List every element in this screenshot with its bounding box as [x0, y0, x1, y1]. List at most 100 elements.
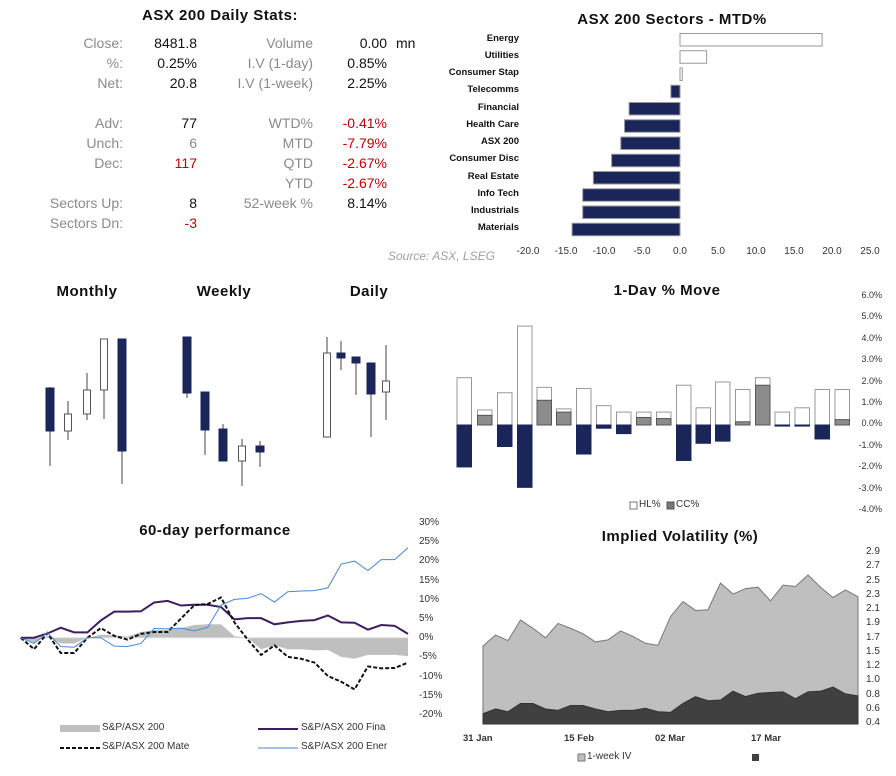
cc-bar	[774, 424, 790, 427]
sector-x-tick: -15.0	[554, 246, 578, 257]
iv-y-tick: 0.6	[866, 702, 880, 714]
cc-bar	[517, 424, 533, 488]
candle-down	[351, 356, 361, 364]
move-y-tick: 6.0%	[861, 290, 882, 300]
move-y-tick: 4.0%	[861, 332, 882, 343]
stat-label: Adv:	[94, 115, 123, 131]
stat-unit: mn	[396, 35, 416, 51]
perf-y-tick: 15%	[419, 574, 440, 586]
stat-value: 0.00	[359, 35, 387, 51]
stat-label: QTD	[283, 155, 313, 171]
hl-bar	[774, 411, 790, 426]
performance-chart-title: 60-day performance	[139, 522, 291, 539]
candle-up	[83, 389, 91, 415]
cc-bar	[755, 384, 771, 426]
hl-bar	[676, 384, 692, 426]
iv-x-tick: 17 Mar	[751, 733, 782, 744]
sector-label: Materials	[477, 222, 519, 234]
sector-x-tick: 0.0	[673, 246, 687, 257]
cc-bar	[636, 416, 652, 426]
move-y-tick: -2.0%	[858, 461, 882, 472]
candle-down	[182, 336, 192, 394]
candle-up	[323, 352, 331, 438]
iv-y-tick: 2.9	[866, 546, 880, 557]
move-y-tick: 0.0%	[861, 418, 882, 429]
sector-x-tick: 5.0	[711, 246, 725, 257]
hl-bar	[497, 392, 513, 426]
cc-bar	[497, 424, 513, 447]
sector-x-tick: 25.0	[860, 246, 880, 257]
stat-value: 2.25%	[347, 75, 387, 91]
sector-x-tick: 20.0	[822, 246, 842, 257]
stat-label: I.V (1-week)	[237, 75, 313, 91]
legend-swatch-1week	[577, 753, 586, 762]
perf-y-tick: -20%	[419, 709, 443, 720]
stat-value: 20.8	[169, 75, 197, 91]
series-line-financials	[20, 599, 409, 639]
sector-bar	[679, 67, 683, 81]
sector-bar	[670, 84, 681, 99]
cc-bar	[456, 424, 472, 468]
stat-label: Volume	[266, 35, 313, 51]
candle-down	[200, 391, 210, 431]
stat-label: Sectors Up:	[49, 195, 123, 211]
sector-label: Consumer Stap	[448, 67, 519, 78]
sector-bar	[611, 153, 681, 168]
stat-label: Net:	[97, 75, 123, 91]
hl-bar	[517, 325, 533, 426]
stat-label: Close:	[83, 35, 123, 51]
candle-down	[218, 428, 228, 462]
sector-label: Health Care	[466, 118, 519, 130]
move-y-tick: -3.0%	[858, 482, 882, 493]
iv-y-tick: 1.7	[866, 631, 880, 643]
one-day-move-title: 1-Day % Move	[613, 282, 721, 299]
stat-label: MTD	[282, 135, 313, 151]
cc-bar	[536, 399, 552, 426]
perf-y-tick: 25%	[419, 536, 440, 548]
daily-chart-title: Daily	[349, 283, 389, 300]
legend-label-mate: S&P/ASX 200 Mate	[102, 741, 190, 752]
stat-value: -2.67%	[342, 155, 387, 171]
cc-bar	[656, 418, 672, 426]
cc-bar	[735, 421, 751, 426]
sector-bar	[628, 102, 681, 116]
sector-bar	[620, 136, 681, 150]
move-y-tick: 2.0%	[861, 375, 882, 386]
cc-bar	[814, 424, 830, 440]
legend-swatch-cc	[666, 501, 675, 510]
candle-down	[117, 338, 127, 452]
sector-label: Financial	[477, 101, 519, 113]
iv-x-tick: 31 Jan	[463, 733, 493, 744]
cc-bar	[834, 419, 850, 426]
hl-bar	[596, 405, 612, 426]
sector-x-tick: -20.0	[516, 246, 540, 257]
sector-bar	[582, 205, 681, 219]
hl-bar	[576, 387, 592, 426]
perf-y-tick: -5%	[419, 651, 437, 663]
move-y-tick: 3.0%	[861, 354, 882, 365]
move-y-tick: 5.0%	[861, 311, 882, 322]
sector-bar	[582, 188, 681, 202]
stat-value: 77	[181, 115, 197, 131]
stat-label: %:	[106, 55, 123, 71]
candle-up	[64, 413, 72, 432]
perf-y-tick: 5%	[419, 613, 434, 624]
cc-bar	[596, 424, 612, 429]
perf-y-tick: 0%	[419, 632, 434, 644]
source-note: Source: ASX, LSEG	[388, 249, 495, 263]
sector-label: Telecomms	[467, 84, 519, 96]
hl-bar	[814, 389, 830, 426]
sector-label: Real Estate	[467, 170, 519, 182]
stat-value: -7.79%	[342, 135, 387, 151]
move-y-tick: -1.0%	[858, 439, 882, 450]
stat-value: 0.85%	[347, 55, 387, 71]
stat-label: Sectors Dn:	[49, 215, 123, 231]
series-area-dark	[482, 686, 859, 725]
iv-y-tick: 2.5	[866, 574, 880, 586]
candle-down	[366, 362, 376, 395]
perf-y-tick: 20%	[419, 555, 440, 567]
stat-value: -2.67%	[342, 175, 387, 191]
iv-y-tick: 1.2	[866, 660, 880, 671]
stat-label: Dec:	[94, 155, 123, 171]
legend-swatch-dark	[752, 754, 759, 761]
